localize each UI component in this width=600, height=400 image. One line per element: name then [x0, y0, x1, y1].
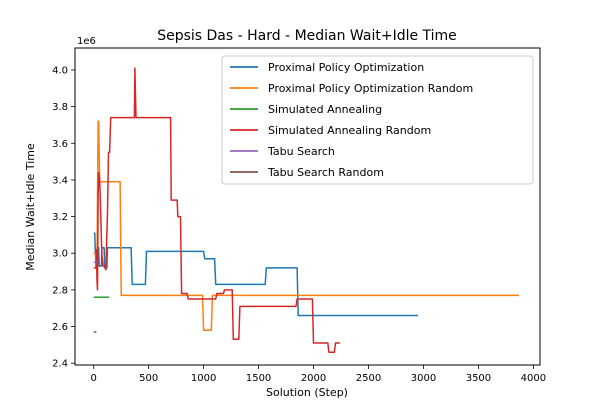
chart-title: Sepsis Das - Hard - Median Wait+Idle Tim…: [157, 28, 457, 44]
legend-label-2: Simulated Annealing: [268, 103, 382, 116]
y-axis-label: Median Wait+Idle Time: [24, 143, 37, 271]
legend-label-3: Simulated Annealing Random: [268, 124, 431, 137]
legend-label-4: Tabu Search: [267, 145, 335, 158]
legend: Proximal Policy Optimization Proximal Pol…: [221, 55, 534, 185]
y-tick-label: 3.8: [52, 102, 68, 113]
y-tick-label: 3.2: [52, 212, 68, 223]
x-tick-label: 1500: [246, 373, 271, 384]
y-tick-label: 2.8: [52, 285, 68, 296]
legend-frame: [221, 55, 534, 185]
plot-lines: [93, 67, 520, 353]
x-tick-label: 0: [91, 373, 97, 384]
y-tick-label: 3.6: [52, 139, 68, 150]
y-offset-label: 1e6: [77, 36, 96, 47]
y-tick-label: 2.6: [52, 322, 68, 333]
plot-frame: [74, 47, 541, 366]
x-tick-label: 2000: [301, 373, 326, 384]
x-axis: 0 500 1000 1500 2000 2500 3000 3500 4000: [91, 365, 546, 384]
y-tick-label: 4.0: [52, 65, 68, 76]
series-line-0: [93, 232, 418, 317]
y-tick-label: 2.4: [52, 359, 68, 370]
y-tick-label: 3.4: [52, 175, 68, 186]
x-axis-label: Solution (Step): [266, 386, 348, 399]
legend-label-5: Tabu Search Random: [267, 166, 384, 179]
x-tick-label: 2500: [356, 373, 381, 384]
x-tick-label: 500: [139, 373, 158, 384]
series-line-3: [93, 67, 340, 353]
y-axis: 2.4 2.6 2.8 3.0 3.2 3.4 3.6 3.8 4.0: [52, 65, 75, 370]
x-tick-label: 1000: [191, 373, 216, 384]
x-tick-label: 3500: [466, 373, 491, 384]
x-tick-label: 4000: [521, 373, 546, 384]
x-tick-label: 3000: [411, 373, 436, 384]
legend-label-0: Proximal Policy Optimization: [268, 61, 424, 74]
legend-label-1: Proximal Policy Optimization Random: [268, 82, 473, 95]
y-tick-label: 3.0: [52, 249, 68, 260]
